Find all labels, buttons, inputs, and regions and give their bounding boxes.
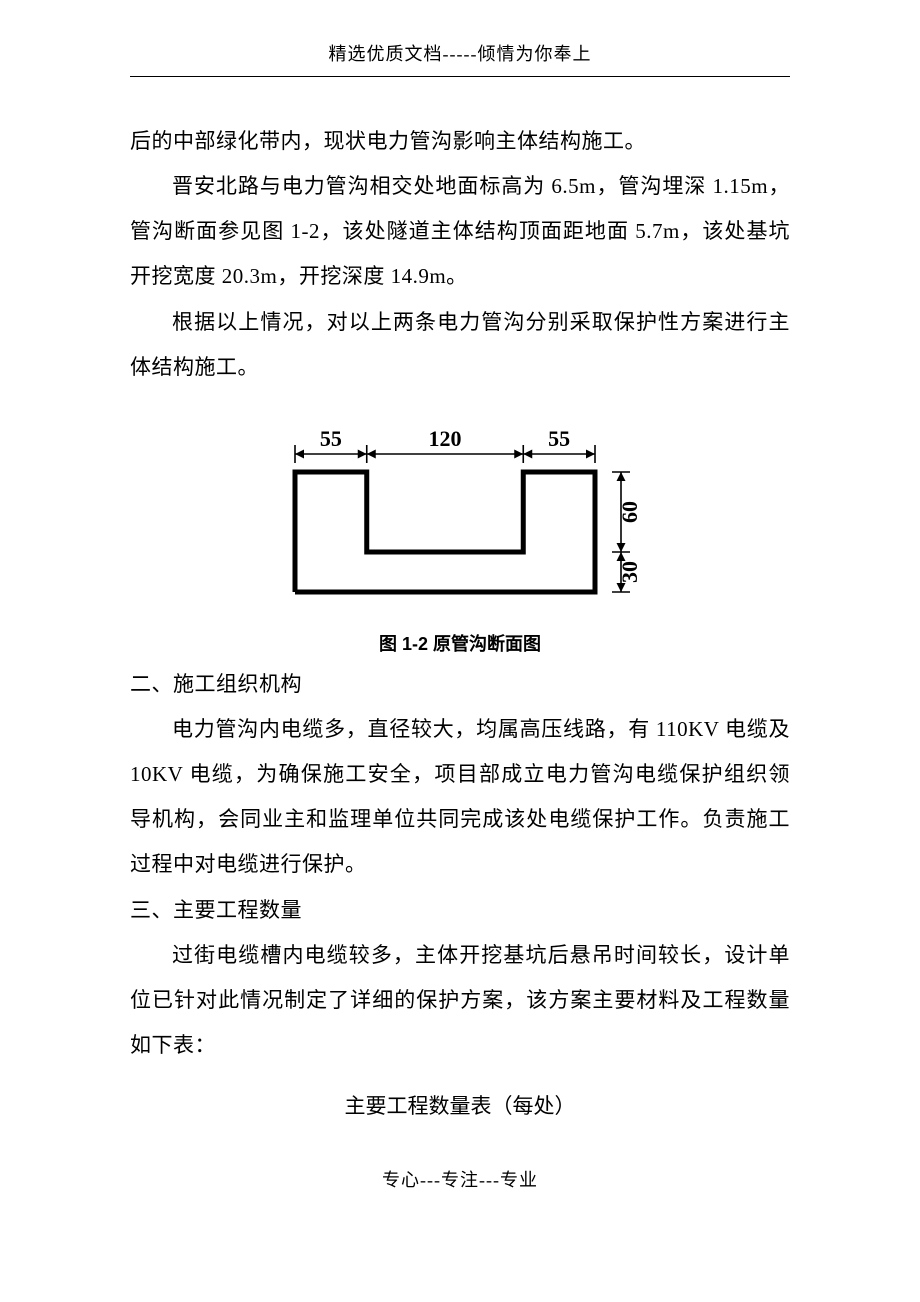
- paragraph-3: 电力管沟内电缆多，直径较大，均属高压线路，有 110KV 电缆及 10KV 电缆…: [130, 707, 790, 888]
- svg-text:30: 30: [617, 561, 642, 583]
- paragraph-cont: 后的中部绿化带内，现状电力管沟影响主体结构施工。: [130, 119, 790, 164]
- svg-text:60: 60: [617, 501, 642, 523]
- cross-section-diagram: 55 120 55 60 30: [250, 422, 670, 607]
- page-header: 精选优质文档-----倾情为你奉上: [130, 40, 790, 77]
- svg-text:120: 120: [429, 426, 462, 451]
- svg-text:55: 55: [548, 426, 570, 451]
- figure-1-2: 55 120 55 60 30 图 1-2 原管沟断面图: [130, 422, 790, 656]
- page: 精选优质文档-----倾情为你奉上 后的中部绿化带内，现状电力管沟影响主体结构施…: [0, 40, 920, 1192]
- paragraph-4: 过街电缆槽内电缆较多，主体开挖基坑后悬吊时间较长，设计单位已针对此情况制定了详细…: [130, 933, 790, 1068]
- page-footer: 专心---专注---专业: [130, 1166, 790, 1192]
- paragraph-1: 晋安北路与电力管沟相交处地面标高为 6.5m，管沟埋深 1.15m，管沟断面参见…: [130, 164, 790, 299]
- figure-caption: 图 1-2 原管沟断面图: [130, 630, 790, 656]
- paragraph-2: 根据以上情况，对以上两条电力管沟分别采取保护性方案进行主体结构施工。: [130, 300, 790, 390]
- svg-text:55: 55: [320, 426, 342, 451]
- heading-2-2: 三、主要工程数量: [130, 888, 790, 933]
- heading-2-1: 二、施工组织机构: [130, 662, 790, 707]
- table-title: 主要工程数量表（每处）: [130, 1090, 790, 1120]
